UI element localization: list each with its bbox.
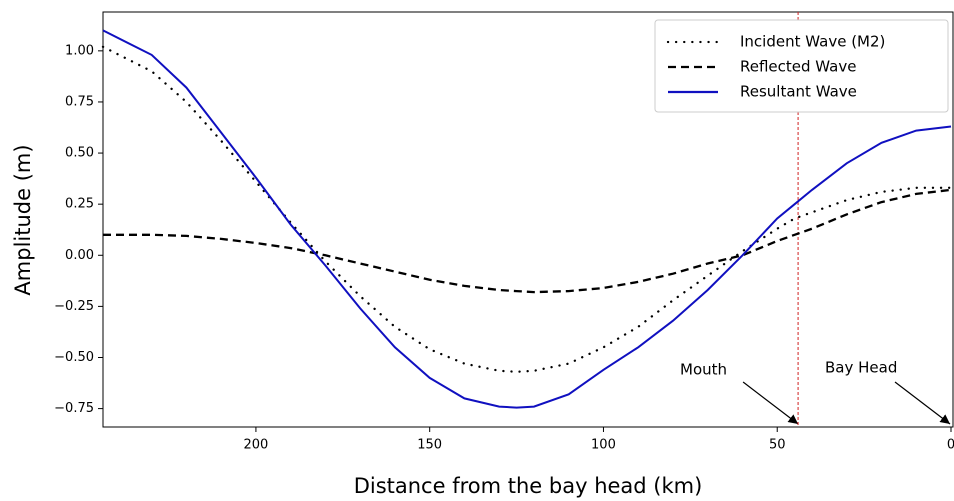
y-tick-label: 0.00 [65,248,94,263]
annotation: Bay Head [825,359,897,377]
x-tick-label: 200 [244,438,269,453]
x-tick-label: 150 [417,438,442,453]
x-tick-label: 0 [947,438,954,453]
y-tick-label: 1.00 [65,43,94,58]
annotation: Mouth [680,361,727,379]
x-tick-label: 100 [591,438,616,453]
legend-box [654,19,949,113]
y-axis-label: Amplitude (m) [11,144,35,295]
plot-frame [102,11,954,428]
y-tick-label: −0.75 [54,401,94,416]
x-axis-label: Distance from the bay head (km) [354,474,703,498]
y-tick-label: −0.25 [54,299,94,314]
y-tick-label: 0.75 [65,94,94,109]
x-tick-label: 50 [769,438,786,453]
arrow [894,381,951,425]
line-series [102,29,952,409]
y-tick-label: 0.50 [65,146,94,161]
arrow [742,381,799,425]
legend-label: Incident Wave (M2) [740,33,885,51]
legend-label: Resultant Wave [740,83,857,101]
line-series [103,188,952,294]
y-tick-label: −0.50 [54,350,94,365]
line-series [101,45,953,373]
y-tick-label: 0.25 [65,197,94,212]
legend-label: Reflected Wave [740,58,856,76]
